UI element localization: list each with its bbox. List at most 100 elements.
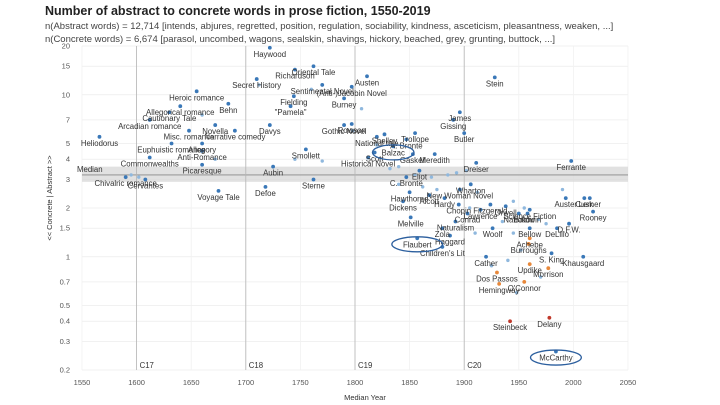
point-new-woman-novel <box>457 187 462 192</box>
x-tick-label: 1800 <box>347 378 364 387</box>
point-euphuistic-romance <box>169 141 174 146</box>
point-historical-novel <box>366 155 371 160</box>
point-alcott <box>427 193 432 198</box>
label-fitzgerald: Fitzgerald <box>473 207 507 216</box>
century-label-c19: C19 <box>358 361 372 370</box>
highlight-ellipses <box>371 144 582 366</box>
label-wharton: Wharton <box>456 186 485 195</box>
label-trollope: Trollope <box>401 135 429 144</box>
y-tick-label: 0.5 <box>60 301 70 310</box>
label-anti-jacobin-novel: (Anti-)Jacobin Novel <box>317 89 387 98</box>
point-lerner <box>587 196 592 201</box>
data-point <box>293 157 297 161</box>
label-sentimental-novel: Sentimental Novel <box>291 87 355 96</box>
point-national-tale <box>374 134 379 139</box>
point-burney <box>342 96 346 101</box>
point-novella <box>213 123 218 127</box>
y-tick-label: 2 <box>66 204 70 213</box>
point-eliot <box>417 168 422 173</box>
x-tick-label: 1650 <box>183 378 200 387</box>
point-nabokov <box>516 211 521 216</box>
subtitle-abstract: n(Abstract words) = 12,714 [intends, abj… <box>45 21 614 32</box>
label-oriental-tale: Oriental Tale <box>292 68 336 77</box>
y-tick-label: 1.5 <box>60 224 70 233</box>
label-new-woman-novel: New Woman Novel <box>427 192 494 201</box>
data-point <box>544 221 548 226</box>
y-tick-label: 0.3 <box>60 337 70 346</box>
point-heroic-romance <box>194 89 199 94</box>
label-picaresque: Picaresque <box>183 167 222 176</box>
label-davys: Davys <box>259 127 281 136</box>
data-point <box>375 143 379 147</box>
point-allegorical-romance <box>178 104 183 109</box>
x-tick-label: 1700 <box>237 378 254 387</box>
point-aubin <box>271 164 275 169</box>
data-point <box>137 175 141 179</box>
label-dreiser: Dreiser <box>464 165 490 174</box>
y-tick-label: 5 <box>66 139 70 148</box>
label-mccarthy: McCarthy <box>539 354 572 363</box>
data-point <box>421 185 425 189</box>
y-tick-label: 15 <box>62 62 70 71</box>
point-bellow <box>527 226 532 231</box>
label-balzac: Balzac <box>382 148 406 157</box>
label-chopin: Chopin <box>446 207 471 216</box>
data-point <box>309 87 314 92</box>
point-burroughs <box>526 242 531 246</box>
data-point <box>560 187 565 192</box>
label-cather: Cather <box>474 259 498 268</box>
point-khausgaard <box>581 254 586 259</box>
point-haywood <box>267 45 272 50</box>
label-fielding: Fielding <box>280 98 307 107</box>
point-d-f-w <box>567 221 571 226</box>
point-delillo <box>555 226 559 231</box>
label-auster: Auster <box>554 200 577 209</box>
label-updike: Updike <box>518 266 542 275</box>
label-dos-passos: Dos Passos <box>476 274 518 283</box>
label-cusk: Cusk <box>575 200 593 209</box>
highlight-balzac <box>371 144 415 161</box>
label-historical-novel: Historical Novel <box>341 159 395 168</box>
data-point <box>454 171 459 175</box>
point-anti-jacobin-novel <box>349 84 354 89</box>
data-point <box>359 107 364 111</box>
point-auster <box>563 196 568 201</box>
century-label-c18: C18 <box>249 361 263 370</box>
point-steinbeck <box>508 319 512 324</box>
point-fielding <box>291 94 296 99</box>
point-heliodorus <box>97 134 102 139</box>
point-secret-history <box>254 77 259 81</box>
x-tick-label: 1750 <box>292 378 309 387</box>
x-tick-label: 2000 <box>565 378 582 387</box>
label-delany: Delany <box>537 320 561 329</box>
data-point <box>538 275 543 279</box>
label-zola: Zola <box>435 230 451 239</box>
label-novella: Novella <box>202 127 229 136</box>
label-haggard: Haggard <box>435 238 465 247</box>
label-flaubert: Flaubert <box>403 240 432 249</box>
label-narrative-comedy: Narrative comedy <box>204 133 265 142</box>
y-tick-label: 10 <box>62 90 70 99</box>
point-allegory <box>200 141 205 146</box>
label-allegory: Allegory <box>188 146 216 155</box>
y-axis-label: << Concrete | Abstract >> <box>45 155 54 241</box>
label-naturalism: Naturalism <box>437 224 474 233</box>
label-burroughs: Burroughs <box>511 246 547 255</box>
century-label-c20: C20 <box>467 361 482 370</box>
point-oriental-tale <box>311 64 316 69</box>
point-james <box>457 110 462 115</box>
label-hardy: Hardy <box>434 200 455 209</box>
point-dreiser <box>474 160 479 165</box>
label-butler: Butler <box>454 135 475 144</box>
label-lerner: Lerner <box>579 200 602 209</box>
label-pamela: "Pamela" <box>275 108 307 117</box>
label-meredith: Meredith <box>420 156 450 165</box>
point-chivalric-romance <box>123 175 128 180</box>
point-rowson <box>349 122 354 126</box>
label-arcadian-romance: Arcadian romance <box>118 122 181 131</box>
point-naturalism <box>453 219 458 224</box>
label-voyage-tale: Voyage Tale <box>197 193 239 202</box>
point-stein <box>492 75 497 80</box>
label-gothic-novel: Gothic Novel <box>322 127 367 136</box>
